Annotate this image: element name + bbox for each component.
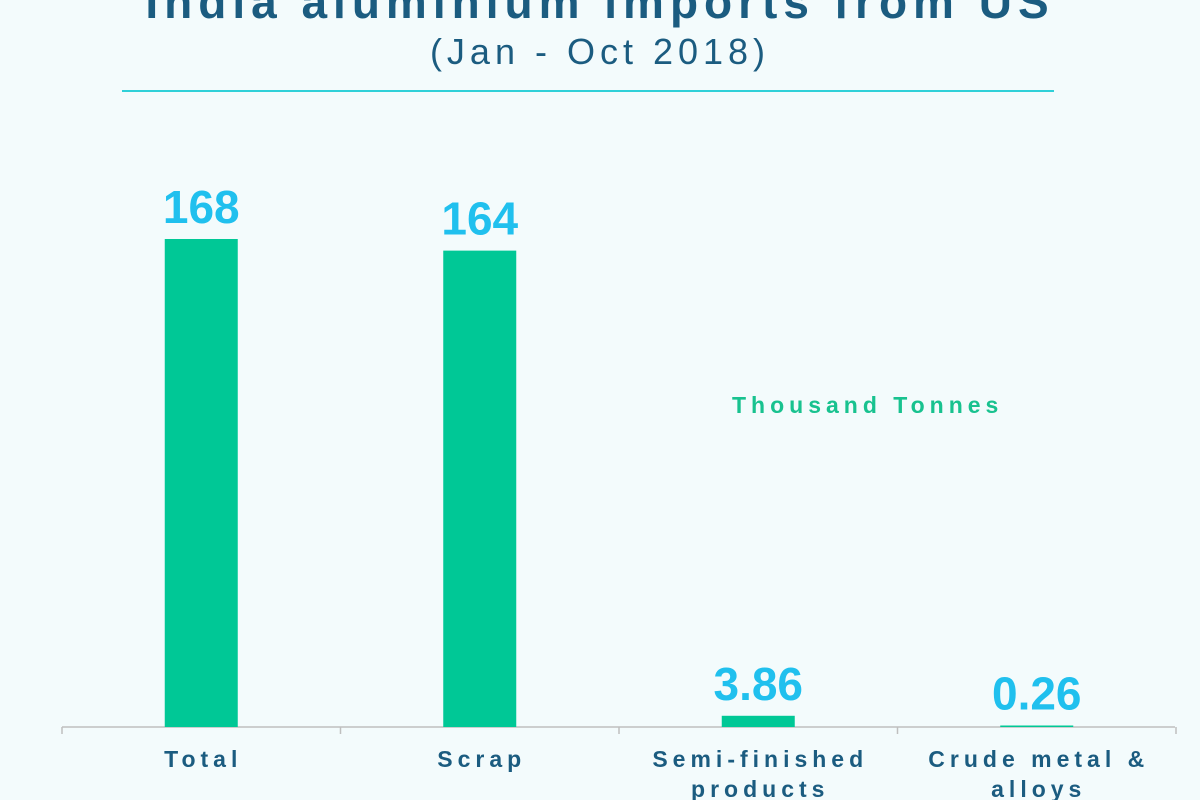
x-tick-label: alloys xyxy=(991,776,1086,800)
bar xyxy=(443,250,517,727)
x-tick-label: Semi-finished xyxy=(652,746,868,772)
data-label: 168 xyxy=(163,181,240,233)
bar xyxy=(164,239,238,727)
bar xyxy=(721,715,795,727)
chart-title: India aluminium imports from US xyxy=(145,0,1055,28)
x-tick-label: Crude metal & xyxy=(928,746,1149,772)
x-tick-label: products xyxy=(691,776,829,800)
x-tick-label: Scrap xyxy=(437,746,526,772)
data-label: 0.26 xyxy=(992,668,1082,720)
data-label: 164 xyxy=(441,193,518,245)
units-label: Thousand Tonnes xyxy=(732,392,1004,418)
data-label: 3.86 xyxy=(713,658,803,710)
bar xyxy=(1000,725,1074,727)
title-divider xyxy=(122,90,1054,92)
x-tick-label: Total xyxy=(164,746,242,772)
chart-subtitle: (Jan - Oct 2018) xyxy=(429,31,771,72)
